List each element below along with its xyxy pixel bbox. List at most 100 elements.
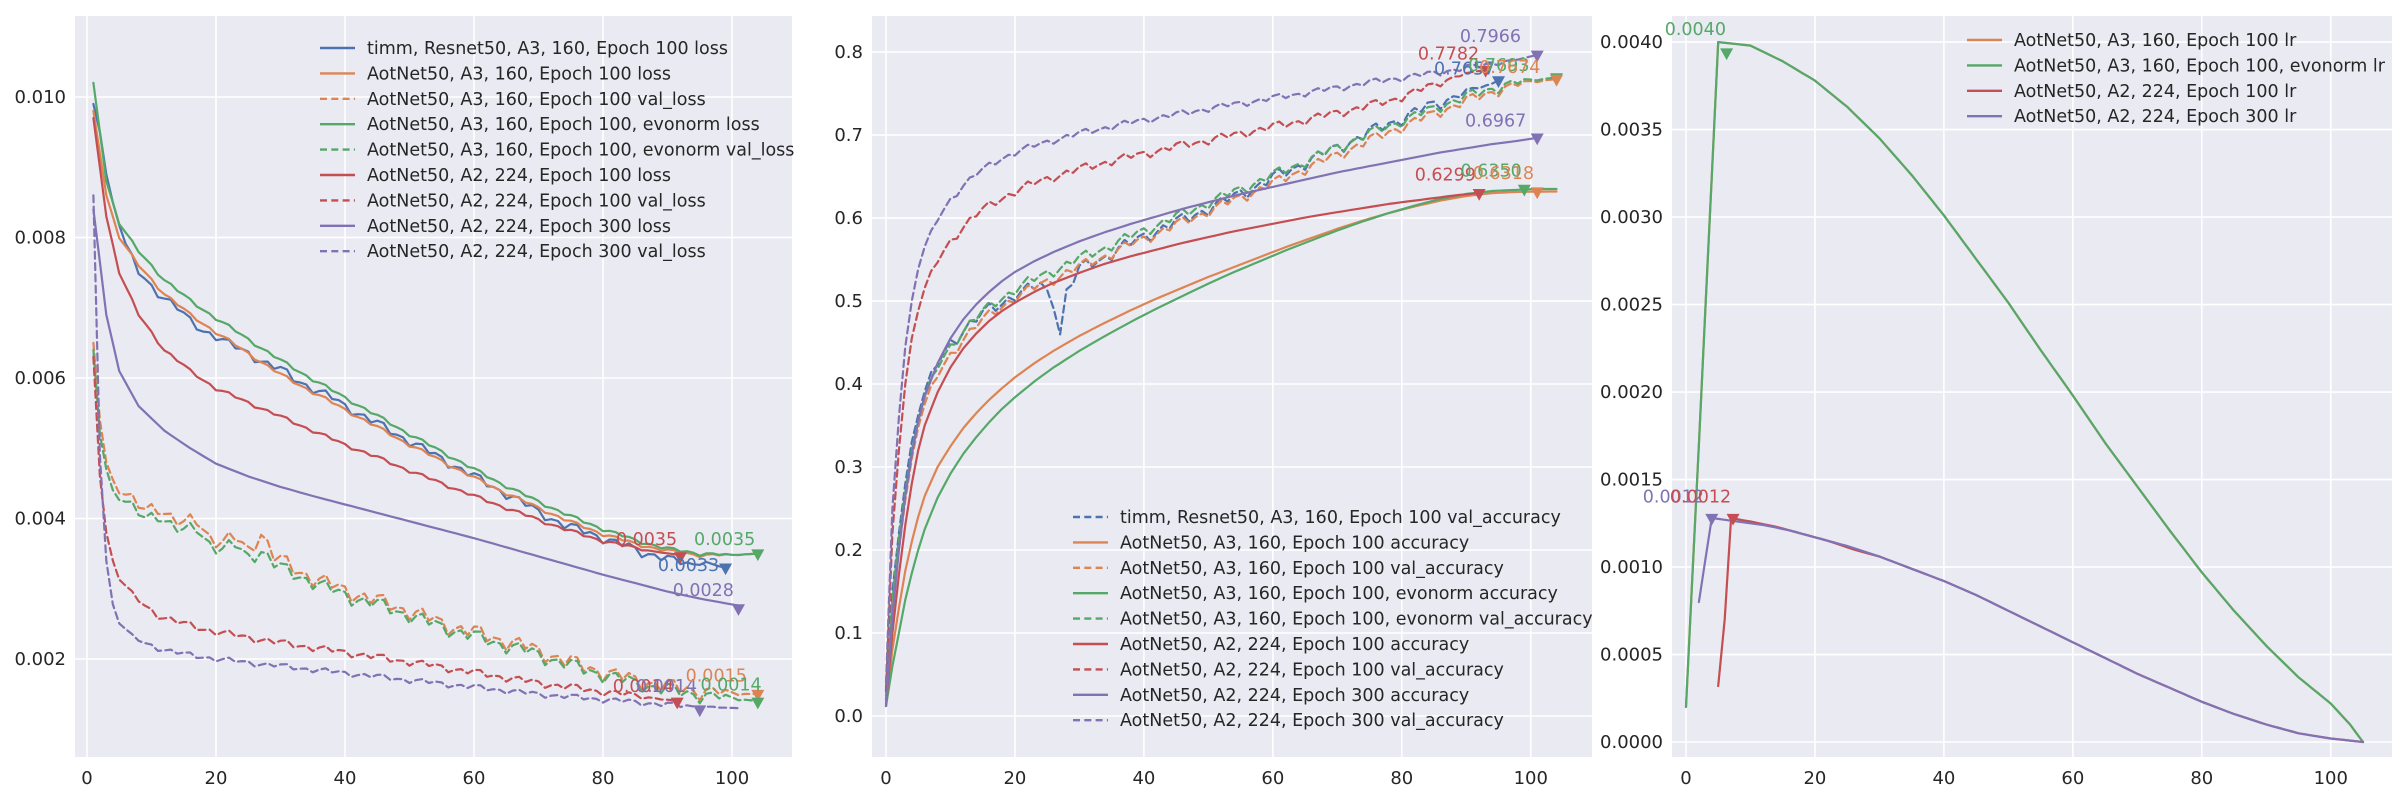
y-tick-label: 0.0035 (1600, 120, 1663, 141)
end-marker (1705, 513, 1719, 526)
legend-item: AotNet50, A2, 224, Epoch 100 lr (1967, 82, 2297, 102)
x-tick-label: 0 (81, 768, 92, 789)
legend-label: AotNet50, A3, 160, Epoch 100 lr (2014, 31, 2297, 51)
end-value-annotation: 0.0015 (686, 666, 747, 686)
x-tick-label: 20 (205, 768, 228, 789)
series-aotnet_a3_val_loss (92, 341, 759, 702)
y-tick-label: 0.010 (14, 87, 66, 108)
series-aotnet_a2_loss (92, 117, 682, 557)
y-tick-label: 0.7 (834, 125, 863, 146)
legend-label: AotNet50, A2, 224, Epoch 300 accuracy (1120, 686, 1469, 706)
y-tick-label: 0.004 (14, 509, 66, 530)
x-tick-label: 100 (715, 768, 749, 789)
series-aotnet_a2_val_loss (92, 355, 682, 703)
series-aotnet_a2_e300_lr (1697, 516, 2365, 744)
x-tick-label: 60 (1261, 768, 1284, 789)
y-tick-label: 0.0030 (1600, 207, 1663, 228)
end-marker (673, 552, 687, 564)
end-marker (1530, 133, 1544, 146)
series-aotnet_a2_e300_val_accuracy (884, 53, 1539, 684)
end-value-annotation: 0.0012 (1670, 487, 1731, 507)
series-aotnet_a3_loss (92, 109, 759, 559)
legend-label: AotNet50, A3, 160, Epoch 100, evonorm lr (2014, 56, 2386, 76)
x-tick-label: 100 (1514, 768, 1548, 789)
end-value-annotation: 0.6350 (1460, 162, 1521, 182)
legend-label: AotNet50, A2, 224, Epoch 300 loss (367, 217, 671, 237)
legend-label: AotNet50, A2, 224, Epoch 300 val_accurac… (1120, 711, 1504, 731)
end-marker (1479, 65, 1493, 78)
legend-label: timm, Resnet50, A3, 160, Epoch 100 val_a… (1120, 508, 1561, 528)
end-value-annotation: 0.7657 (1434, 59, 1495, 79)
y-tick-label: 0.2 (834, 540, 863, 561)
end-marker (1726, 513, 1740, 526)
y-tick-label: 0.6 (834, 208, 863, 229)
legend-item: AotNet50, A3, 160, Epoch 100, evonorm va… (1073, 610, 1593, 630)
legend-label: AotNet50, A2, 224, Epoch 100 lr (2014, 82, 2297, 102)
legend-label: AotNet50, A3, 160, Epoch 100 val_accurac… (1120, 559, 1504, 579)
chart-lr: 0 20 40 60 80 1000.00000.00050.00100.00150.00… (1600, 16, 2392, 789)
series-aotnet_a3_evonorm_accuracy (884, 187, 1558, 708)
series-aotnet_a2_accuracy (884, 192, 1481, 708)
chart-loss: 0 20 40 60 80 100 0.002 0.004 0.006 0.008 0.010 0.0… (14, 16, 794, 789)
legend-label: AotNet50, A2, 224, Epoch 300 val_loss (367, 242, 706, 262)
series-aotnet_a3_val_accuracy (884, 78, 1558, 697)
tick-labels: 0 20 40 60 80 1000.00000.00050.00100.00150.00… (1600, 32, 2348, 789)
end-marker (1530, 187, 1544, 200)
y-tick-label: 0.8 (834, 42, 863, 63)
series-aotnet_a3_evonorm_val_loss (92, 348, 759, 705)
end-value-annotation: 0.6299 (1415, 166, 1476, 186)
axes-background (75, 16, 792, 757)
legend-item: AotNet50, A3, 160, Epoch 100, evonorm lr (1967, 56, 2386, 76)
legend-item: AotNet50, A2, 224, Epoch 100 accuracy (1073, 635, 1469, 655)
series-lines (884, 53, 1558, 708)
end-value-annotation: 0.7966 (1460, 27, 1521, 47)
x-tick-label: 20 (1003, 768, 1026, 789)
series-aotnet_a2_e300_loss (92, 208, 740, 607)
legend-item: AotNet50, A2, 224, Epoch 100 val_accurac… (1073, 660, 1504, 680)
annotations: 0.0035 0.00350.00330.00280.00140.00140.00… (613, 530, 765, 718)
series-aotnet_a3_accuracy (884, 190, 1558, 705)
end-marker (670, 697, 684, 710)
legend-label: AotNet50, A2, 224, Epoch 300 lr (2014, 107, 2297, 127)
end-marker (751, 697, 765, 710)
end-value-annotation: 0.0012 (1643, 487, 1704, 507)
x-tick-label: 20 (1803, 768, 1826, 789)
legend-item: AotNet50, A2, 224, Epoch 100 loss (320, 166, 671, 186)
end-value-annotation: 0.0014 (636, 677, 697, 697)
y-tick-label: 0.5 (834, 291, 863, 312)
y-tick-label: 0.0010 (1600, 557, 1663, 578)
end-marker (751, 549, 765, 562)
end-marker (1530, 50, 1544, 63)
x-tick-label: 100 (2314, 768, 2348, 789)
end-marker (751, 689, 765, 702)
legend-item: AotNet50, A3, 160, Epoch 100 val_loss (320, 90, 706, 110)
x-tick-label: 60 (2061, 768, 2084, 789)
y-tick-label: 0.0040 (1600, 32, 1663, 53)
end-marker (1492, 76, 1506, 88)
end-marker (1472, 188, 1486, 201)
legend-label: AotNet50, A3, 160, Epoch 100, evonorm va… (367, 141, 794, 161)
legend-item: AotNet50, A3, 160, Epoch 100 loss (320, 64, 671, 84)
legend-item: AotNet50, A2, 224, Epoch 300 lr (1967, 107, 2297, 127)
series-aotnet_a3_evonorm_val_accuracy (884, 76, 1558, 701)
legend-item: timm, Resnet50, A3, 160, Epoch 100 loss (320, 39, 728, 59)
chart-accuracy: 0 20 40 60 80 1000.00.10.20.30.40.50.60.70.80… (834, 16, 1593, 789)
end-marker (693, 705, 707, 718)
end-value-annotation: 0.6318 (1473, 164, 1534, 184)
x-tick-label: 0 (880, 768, 891, 789)
grid (1672, 16, 2392, 757)
legend-label: AotNet50, A3, 160, Epoch 100, evonorm ac… (1120, 584, 1558, 604)
legend-label: AotNet50, A3, 160, Epoch 100 loss (367, 64, 671, 84)
legend-item: AotNet50, A2, 224, Epoch 300 accuracy (1073, 686, 1469, 706)
end-value-annotation: 0.6967 (1465, 112, 1526, 132)
y-tick-label: 0.4 (834, 374, 863, 395)
y-tick-label: 0.0015 (1600, 470, 1663, 491)
legend-item: AotNet50, A3, 160, Epoch 100, evonorm va… (320, 141, 794, 161)
y-tick-label: 0.0020 (1600, 382, 1663, 403)
y-tick-label: 0.1 (834, 623, 863, 644)
x-tick-label: 0 (1680, 768, 1691, 789)
end-marker (1517, 184, 1531, 197)
